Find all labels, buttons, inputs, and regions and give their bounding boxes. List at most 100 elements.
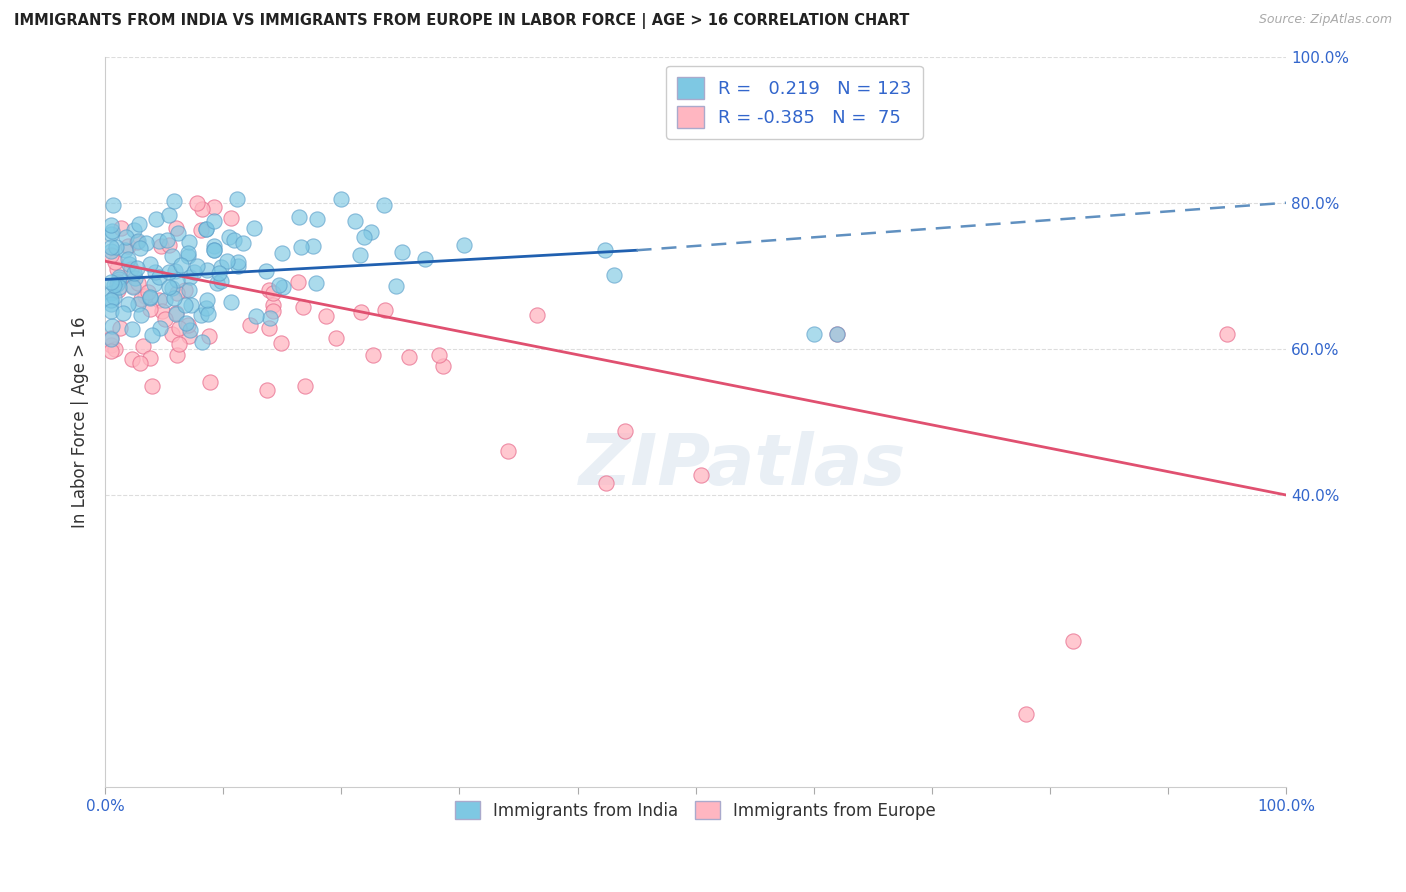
Point: [200, 375, 222, 389]
Point: [177, 283, 200, 297]
Point: [100, 286, 122, 301]
Point: [287, 210, 309, 224]
Point: [100, 344, 122, 359]
Point: [232, 236, 254, 251]
Point: [111, 306, 134, 320]
Point: [167, 321, 190, 335]
Point: [176, 249, 198, 263]
Point: [349, 248, 371, 262]
Point: [100, 248, 122, 262]
Point: [100, 304, 122, 318]
Point: [114, 243, 136, 257]
Point: [100, 333, 122, 347]
Point: [145, 212, 167, 227]
Point: [209, 260, 232, 275]
Point: [496, 444, 519, 458]
Point: [103, 290, 125, 304]
Point: [141, 379, 163, 393]
Point: [122, 280, 145, 294]
Point: [360, 226, 382, 240]
Point: [194, 221, 217, 235]
Point: [183, 264, 205, 278]
Point: [165, 306, 187, 320]
Point: [190, 202, 212, 216]
Point: [150, 238, 173, 252]
Point: [166, 285, 188, 300]
Point: [129, 241, 152, 255]
Point: [257, 283, 280, 297]
Point: [108, 321, 131, 335]
Point: [100, 244, 122, 258]
Point: [100, 297, 122, 311]
Point: [127, 235, 149, 249]
Point: [148, 293, 170, 308]
Point: [219, 294, 242, 309]
Point: [108, 270, 131, 285]
Point: [202, 243, 225, 257]
Point: [218, 230, 240, 244]
Point: [110, 220, 132, 235]
Point: [117, 252, 139, 266]
Point: [100, 227, 122, 241]
Point: [100, 240, 122, 254]
Point: [267, 277, 290, 292]
Point: [262, 304, 284, 318]
Point: [613, 424, 636, 438]
Point: [157, 208, 180, 222]
Point: [129, 356, 152, 370]
Point: [197, 293, 219, 307]
Point: [163, 264, 186, 278]
Point: [190, 223, 212, 237]
Point: [287, 276, 309, 290]
Point: [174, 283, 197, 297]
Point: [115, 230, 138, 244]
Point: [136, 285, 159, 300]
Point: [350, 305, 373, 319]
Point: [413, 252, 436, 267]
Point: [107, 283, 129, 297]
Point: [117, 238, 139, 252]
Point: [259, 310, 281, 325]
Point: [202, 201, 225, 215]
Point: [121, 278, 143, 293]
Point: [156, 233, 179, 247]
Point: [121, 322, 143, 336]
Point: [1216, 327, 1239, 342]
Point: [157, 265, 180, 279]
Point: [374, 302, 396, 317]
Point: [101, 318, 124, 333]
Point: [803, 327, 825, 342]
Point: [690, 467, 713, 482]
Point: [176, 318, 198, 332]
Point: [134, 289, 156, 303]
Point: [202, 239, 225, 253]
Point: [307, 212, 329, 227]
Point: [160, 249, 183, 263]
Point: [143, 277, 166, 292]
Point: [209, 274, 232, 288]
Point: [305, 276, 328, 290]
Point: [827, 327, 849, 342]
Point: [191, 335, 214, 350]
Point: [373, 198, 395, 212]
Point: [198, 328, 221, 343]
Point: [205, 276, 228, 290]
Point: [104, 342, 127, 356]
Point: [105, 277, 128, 291]
Point: [148, 234, 170, 248]
Point: [100, 293, 122, 307]
Point: [107, 275, 129, 289]
Point: [100, 331, 122, 345]
Point: [226, 260, 249, 274]
Point: [157, 238, 180, 252]
Point: [262, 286, 284, 301]
Point: [254, 264, 277, 278]
Point: [827, 327, 849, 342]
Point: [195, 262, 218, 277]
Point: [117, 297, 139, 311]
Point: [132, 339, 155, 353]
Point: [122, 223, 145, 237]
Point: [344, 214, 367, 228]
Point: [177, 246, 200, 260]
Point: [177, 235, 200, 249]
